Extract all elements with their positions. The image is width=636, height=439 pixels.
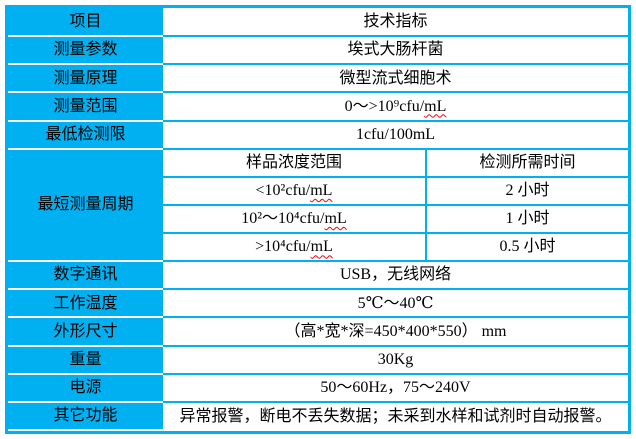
value-text: 10²～10⁴cfu/ [241, 210, 325, 228]
sub-row: 10²～10⁴cfu/mL 1 小时 [8, 204, 629, 235]
row-value-working-temp: 5℃～40℃ [163, 289, 629, 319]
row-value-measure-param: 埃式大肠杆菌 [163, 36, 629, 66]
header-value-cell: 技术指标 [163, 8, 629, 38]
row-label-measure-range: 测量范围 [8, 92, 163, 122]
row-label-measure-principle: 测量原理 [8, 64, 163, 94]
row-value-other-functions: 异常报警，断电不丢失数据；未采到水样和试剂时自动报警。 [163, 401, 629, 430]
sub-row-time-cell: 0.5 小时 [424, 233, 629, 263]
sub-row-time-cell: 1 小时 [424, 204, 629, 235]
table-row: 测量参数 埃式大肠杆菌 [8, 36, 629, 66]
sub-row: <10²cfu/mL 2 小时 [8, 176, 629, 206]
value-unit-misspelled: mL [424, 97, 447, 115]
row-value-measure-range: 0～>10⁹cfu/mL [163, 92, 629, 122]
spec-table-frame: 项目 技术指标 测量参数 埃式大肠杆菌 测量原理 微型流式细胞术 测量范围 0～… [5, 5, 631, 434]
sub-row-time-cell: 2 小时 [424, 176, 629, 206]
row-value-dimensions: （高*宽*深=450*400*550） mm [163, 317, 629, 347]
sub-header-time-cell: 检测所需时间 [424, 148, 629, 178]
header-row: 项目 技术指标 [8, 8, 629, 38]
value-unit-misspelled: mL [310, 238, 333, 256]
table-row: 电源 50～60Hz，75～240V [8, 373, 629, 403]
value-text: <10²cfu/ [255, 182, 311, 200]
value-text: >10⁴cfu/ [255, 238, 311, 256]
value-text: 0～>10⁹cfu/ [344, 97, 425, 115]
table-row: 测量原理 微型流式细胞术 [8, 64, 629, 94]
row-value-power: 50～60Hz，75～240V [163, 373, 629, 403]
row-label-other-functions: 其它功能 [8, 401, 163, 432]
spec-table: 项目 技术指标 测量参数 埃式大肠杆菌 测量原理 微型流式细胞术 测量范围 0～… [8, 8, 629, 432]
table-row: 最低检测限 1cfu/100mL [8, 120, 629, 150]
table-row: 工作温度 5℃～40℃ [8, 289, 629, 319]
sub-row: >10⁴cfu/mL 0.5 小时 [8, 233, 629, 263]
table-row: 测量范围 0～>10⁹cfu/mL [8, 92, 629, 122]
value-unit-misspelled: mL [310, 182, 333, 200]
table-row: 重量 30Kg [8, 345, 629, 375]
table-row: 数字通讯 USB，无线网络 [8, 261, 629, 291]
sub-header-row: 最短测量周期 样品浓度范围 检测所需时间 [8, 148, 629, 263]
row-value-detection-limit: 1cfu/100mL [163, 120, 629, 150]
row-label-dimensions: 外形尺寸 [8, 317, 163, 347]
row-label-measure-param: 测量参数 [8, 36, 163, 66]
table-row: 外形尺寸 （高*宽*深=450*400*550） mm [8, 317, 629, 347]
sub-header-concentration-cell: 样品浓度范围 [163, 148, 426, 178]
row-label-weight: 重量 [8, 345, 163, 375]
row-label-power: 电源 [8, 373, 163, 403]
row-value-digital-comm: USB，无线网络 [163, 261, 629, 291]
row-value-weight: 30Kg [163, 345, 629, 375]
table-row: 其它功能 异常报警，断电不丢失数据；未采到水样和试剂时自动报警。 [8, 401, 629, 432]
row-label-measure-cycle: 最短测量周期 [8, 148, 163, 263]
row-label-digital-comm: 数字通讯 [8, 261, 163, 291]
sub-row-concentration-cell: >10⁴cfu/mL [163, 233, 426, 263]
value-unit-misspelled: mL [324, 210, 347, 228]
row-label-detection-limit: 最低检测限 [8, 120, 163, 150]
sub-row-concentration-cell: <10²cfu/mL [163, 176, 426, 206]
row-value-measure-principle: 微型流式细胞术 [163, 64, 629, 94]
header-label-cell: 项目 [8, 8, 163, 38]
row-label-working-temp: 工作温度 [8, 289, 163, 319]
sub-row-concentration-cell: 10²～10⁴cfu/mL [163, 204, 426, 235]
